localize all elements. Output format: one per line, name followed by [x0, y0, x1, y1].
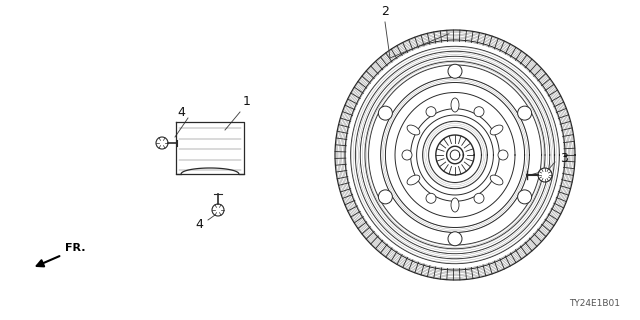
- Ellipse shape: [448, 64, 462, 78]
- Ellipse shape: [378, 106, 392, 120]
- Ellipse shape: [490, 175, 503, 185]
- Ellipse shape: [498, 150, 508, 160]
- Ellipse shape: [378, 190, 392, 204]
- Text: 2: 2: [381, 5, 389, 18]
- Ellipse shape: [407, 125, 420, 135]
- Ellipse shape: [448, 232, 462, 246]
- Text: TY24E1B01: TY24E1B01: [569, 299, 620, 308]
- Circle shape: [212, 204, 224, 216]
- Ellipse shape: [474, 107, 484, 117]
- Ellipse shape: [451, 98, 459, 112]
- Ellipse shape: [518, 106, 532, 120]
- Circle shape: [156, 137, 168, 149]
- Ellipse shape: [402, 150, 412, 160]
- Ellipse shape: [426, 107, 436, 117]
- Text: 3: 3: [560, 151, 568, 164]
- Ellipse shape: [490, 125, 503, 135]
- Text: 1: 1: [243, 95, 251, 108]
- Ellipse shape: [407, 175, 420, 185]
- Circle shape: [538, 168, 552, 182]
- Ellipse shape: [451, 198, 459, 212]
- Ellipse shape: [518, 190, 532, 204]
- Text: 4: 4: [177, 107, 185, 119]
- Ellipse shape: [474, 193, 484, 203]
- Ellipse shape: [426, 193, 436, 203]
- Text: FR.: FR.: [65, 243, 86, 253]
- Text: 4: 4: [195, 219, 203, 231]
